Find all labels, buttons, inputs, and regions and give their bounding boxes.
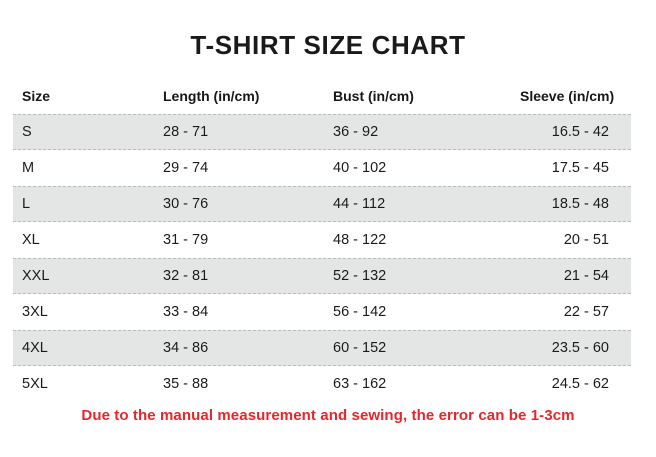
cell-size: XXL — [22, 268, 50, 284]
cell-length: 30 - 76 — [163, 196, 209, 212]
cell-sleeve: 22 - 57 — [563, 304, 609, 320]
column-header-size: Size — [22, 88, 51, 104]
cell-bust: 44 - 112 — [333, 196, 386, 212]
table-row: XL 31 - 79 48 - 122 20 - 51 — [13, 222, 631, 258]
cell-sleeve: 21 - 54 — [563, 268, 609, 284]
table-row: 4XL 34 - 86 60 - 152 23.5 - 60 — [13, 330, 631, 366]
size-chart-table: Size Length (in/cm) Bust (in/cm) Sleeve … — [13, 78, 631, 402]
page-title: T-SHIRT SIZE CHART — [190, 30, 466, 60]
cell-length: 31 - 79 — [163, 232, 209, 248]
cell-length: 29 - 74 — [163, 160, 209, 176]
table-row: L 30 - 76 44 - 112 18.5 - 48 — [13, 186, 631, 222]
cell-sleeve: 16.5 - 42 — [551, 124, 609, 140]
table-row: S 28 - 71 36 - 92 16.5 - 42 — [13, 114, 631, 150]
cell-size: S — [22, 124, 32, 140]
cell-size: 5XL — [22, 376, 48, 392]
cell-size: L — [22, 196, 31, 212]
cell-sleeve: 17.5 - 45 — [551, 160, 609, 176]
cell-length: 35 - 88 — [163, 376, 209, 392]
cell-length: 32 - 81 — [163, 268, 209, 284]
table-row: XXL 32 - 81 52 - 132 21 - 54 — [13, 258, 631, 294]
column-header-length: Length (in/cm) — [163, 88, 260, 104]
column-header-bust: Bust (in/cm) — [333, 88, 414, 104]
cell-sleeve: 23.5 - 60 — [551, 340, 609, 356]
column-header-sleeve: Sleeve (in/cm) — [520, 88, 615, 104]
cell-length: 34 - 86 — [163, 340, 209, 356]
table-row: 3XL 33 - 84 56 - 142 22 - 57 — [13, 294, 631, 330]
cell-sleeve: 24.5 - 62 — [551, 376, 609, 392]
cell-sleeve: 18.5 - 48 — [551, 196, 609, 212]
cell-size: 4XL — [22, 340, 48, 356]
cell-bust: 40 - 102 — [333, 160, 387, 176]
cell-length: 28 - 71 — [163, 124, 209, 140]
cell-bust: 63 - 162 — [333, 376, 387, 392]
cell-bust: 56 - 142 — [333, 304, 387, 320]
table-row: M 29 - 74 40 - 102 17.5 - 45 — [13, 150, 631, 186]
table-row: 5XL 35 - 88 63 - 162 24.5 - 62 — [13, 366, 631, 402]
cell-size: M — [22, 160, 35, 176]
cell-sleeve: 20 - 51 — [563, 232, 609, 248]
cell-size: XL — [22, 232, 40, 248]
cell-bust: 60 - 152 — [333, 340, 387, 356]
cell-size: 3XL — [22, 304, 48, 320]
cell-bust: 52 - 132 — [333, 268, 387, 284]
measurement-disclaimer: Due to the manual measurement and sewing… — [81, 407, 575, 424]
table-header-row: Size Length (in/cm) Bust (in/cm) Sleeve … — [13, 78, 631, 114]
cell-bust: 48 - 122 — [333, 232, 387, 248]
cell-length: 33 - 84 — [163, 304, 209, 320]
cell-bust: 36 - 92 — [333, 124, 379, 140]
